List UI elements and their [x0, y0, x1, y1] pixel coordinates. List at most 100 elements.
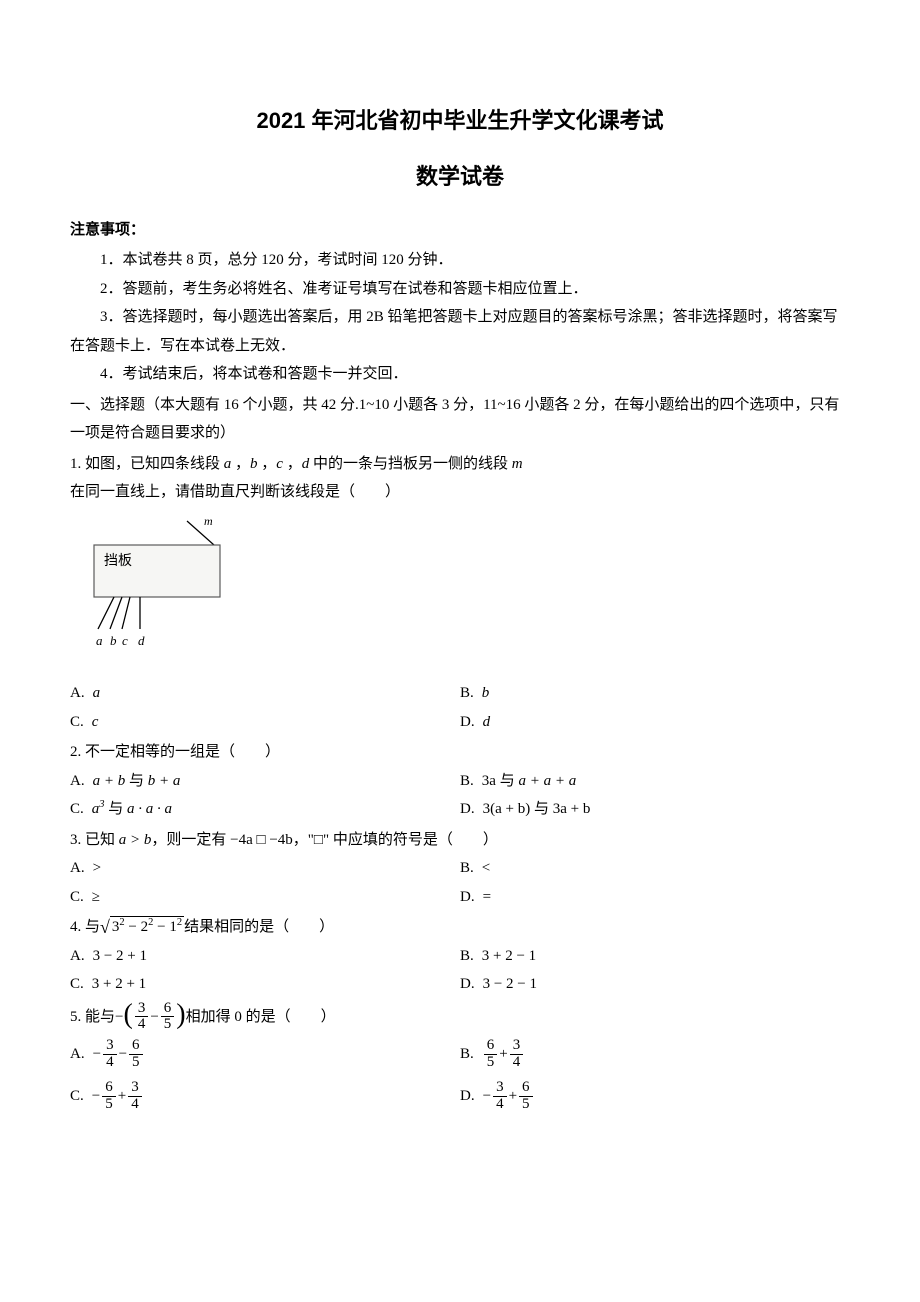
q4-opt-a-val: 3 − 2 + 1	[93, 942, 147, 971]
q3-mid2: ，"□" 中应填的符号是（ ）	[293, 832, 498, 848]
fraction: 65	[102, 1080, 116, 1113]
notice-item-1: 1．本试卷共 8 页，总分 120 分，考试时间 120 分钟．	[70, 246, 850, 275]
lead-sign: −	[93, 1040, 101, 1069]
denominator: 5	[484, 1054, 498, 1071]
q3-mid1: ，则一定有	[151, 832, 230, 848]
option-label-b: B.	[460, 767, 474, 796]
denominator: 4	[128, 1096, 142, 1113]
denominator: 4	[135, 1016, 149, 1033]
q5-option-c: C. − 65 + 34	[70, 1075, 460, 1117]
joiner: 与	[500, 773, 515, 789]
q2-option-a: A. a + b 与 b + a	[70, 767, 460, 796]
diagram-label-a: a	[96, 633, 103, 648]
q1-diagram: m 挡板 a b c d	[82, 513, 232, 663]
q5-options: A. − 34 − 65 B. 65 + 34 C. − 65 + 34 D. …	[70, 1033, 850, 1117]
fraction: 34	[510, 1038, 524, 1071]
fraction: 3 4	[135, 1001, 149, 1034]
q5-main-expr: − ( 3 4 − 6 5 )	[115, 1001, 186, 1034]
q3-opt-d-val: =	[483, 883, 491, 912]
fraction: 6 5	[161, 1001, 175, 1034]
fraction: 34	[128, 1080, 142, 1113]
question-4: 4. 与 √ 32 − 22 − 12 结果相同的是（ ）	[70, 913, 850, 942]
q1-mid2: 在同一直线上，请借助直尺判断该线段是（ ）	[70, 484, 400, 500]
q5-option-d: D. − 34 + 65	[460, 1075, 850, 1117]
sqrt-icon: √ 32 − 22 − 12	[100, 916, 184, 938]
q2-option-d: D. 3(a + b) 与 3a + b	[460, 795, 850, 824]
q4-option-d: D. 3 − 2 − 1	[460, 970, 850, 999]
fraction: 34	[103, 1038, 117, 1071]
q3-option-d: D. =	[460, 883, 850, 912]
option-label-d: D.	[460, 795, 475, 824]
operator: +	[118, 1082, 126, 1111]
q5-opt-b-expr: 65 + 34	[482, 1038, 525, 1071]
q4-opt-b-val: 3 + 2 − 1	[482, 942, 536, 971]
question-3: 3. 已知 a > b，则一定有 −4a □ −4b，"□" 中应填的符号是（ …	[70, 826, 850, 855]
option-label-c: C.	[70, 795, 84, 824]
q5-op: −	[150, 1003, 158, 1032]
denominator: 5	[161, 1016, 175, 1033]
q1-option-d: D. d	[460, 708, 850, 737]
q4-sqrt-body: 32 − 22 − 12	[110, 916, 184, 938]
q1-var-c: c	[276, 456, 283, 472]
q2-b-right: a + a + a	[518, 773, 576, 789]
exam-title: 2021 年河北省初中毕业生升学文化课考试	[70, 100, 850, 142]
diagram-label-m: m	[204, 514, 213, 528]
q1-opt-a-val: a	[93, 679, 101, 708]
lead-sign: −	[92, 1082, 100, 1111]
numerator: 3	[493, 1080, 507, 1096]
numerator: 6	[161, 1001, 175, 1017]
q2-options: A. a + b 与 b + a B. 3a 与 a + a + a C. a3…	[70, 767, 850, 824]
option-label-b: B.	[460, 854, 474, 883]
option-label-d: D.	[460, 708, 475, 737]
q2-opt-a-expr: a + b 与 b + a	[93, 767, 181, 796]
q1-var-m: m	[512, 456, 523, 472]
option-label-d: D.	[460, 970, 475, 999]
q3-option-b: B. <	[460, 854, 850, 883]
diagram-label-c: c	[122, 633, 128, 648]
notice-header: 注意事项：	[70, 216, 850, 245]
denominator: 4	[103, 1054, 117, 1071]
operator: +	[499, 1040, 507, 1069]
q5-opt-c-expr: − 65 + 34	[92, 1080, 144, 1113]
denominator: 5	[129, 1054, 143, 1071]
q4-opt-d-val: 3 − 2 − 1	[483, 970, 537, 999]
denominator: 4	[493, 1096, 507, 1113]
q2-opt-b-expr: 3a 与 a + a + a	[482, 767, 576, 796]
denominator: 4	[510, 1054, 524, 1071]
q2-a-right: b + a	[148, 773, 181, 789]
option-label-b: B.	[460, 679, 474, 708]
joiner: 与	[534, 801, 549, 817]
q3-options: A. > B. < C. ≥ D. =	[70, 854, 850, 911]
option-label-d: D.	[460, 883, 475, 912]
q1-option-b: B. b	[460, 679, 850, 708]
q2-a-left: a + b	[93, 773, 126, 789]
q3-option-a: A. >	[70, 854, 460, 883]
q5-opt-d-expr: − 34 + 65	[483, 1080, 535, 1113]
diagram-label-d: d	[138, 633, 145, 648]
option-label-a: A.	[70, 854, 85, 883]
numerator: 6	[129, 1038, 143, 1054]
right-paren-icon: )	[176, 1001, 185, 1029]
q3-cond: a > b	[119, 832, 152, 848]
numerator: 6	[519, 1080, 533, 1096]
q2-opt-c-expr: a3 与 a · a · a	[92, 795, 172, 824]
notice-item-2: 2．答题前，考生务必将姓名、准考证号填写在试卷和答题卡相应位置上．	[70, 275, 850, 304]
exam-subtitle: 数学试卷	[70, 156, 850, 198]
numerator: 6	[102, 1080, 116, 1096]
notice-item-3: 3．答选择题时，每小题选出答案后，用 2B 铅笔把答题卡上对应题目的答案标号涂黑…	[70, 303, 850, 360]
q5-option-b: B. 65 + 34	[460, 1033, 850, 1075]
q3-option-c: C. ≥	[70, 883, 460, 912]
q3-opt-b-val: <	[482, 854, 490, 883]
numerator: 3	[510, 1038, 524, 1054]
fraction: 65	[484, 1038, 498, 1071]
q3-opt-a-val: >	[93, 854, 101, 883]
denominator: 5	[102, 1096, 116, 1113]
fraction: 65	[519, 1080, 533, 1113]
joiner: 与	[108, 801, 123, 817]
q4-opt-c-val: 3 + 2 + 1	[92, 970, 146, 999]
q1-opt-b-val: b	[482, 679, 490, 708]
q1-option-c: C. c	[70, 708, 460, 737]
numerator: 6	[484, 1038, 498, 1054]
q3-expr: −4a □ −4b	[230, 832, 293, 848]
q1-var-a: a	[224, 456, 232, 472]
